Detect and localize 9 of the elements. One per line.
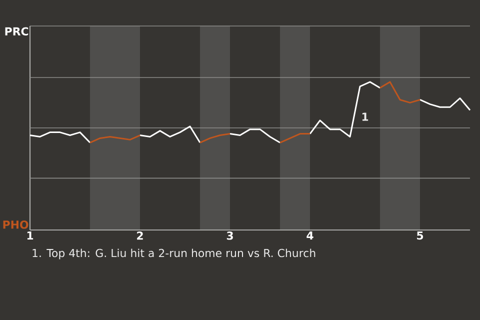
x-tick-label: 5 <box>417 232 424 240</box>
text: 1. Top 4th: G. Liu hit a 2-run home run vs R. Church <box>32 248 316 260</box>
text: PRC <box>5 27 28 36</box>
x-tick-label: 2 <box>137 232 143 240</box>
annotation: 1 <box>362 112 368 121</box>
x-tick-label: 4 <box>306 232 314 240</box>
x-tick-label: 1 <box>27 232 34 240</box>
x-tick-label: 3 <box>226 232 233 240</box>
text: PHO <box>3 220 28 229</box>
